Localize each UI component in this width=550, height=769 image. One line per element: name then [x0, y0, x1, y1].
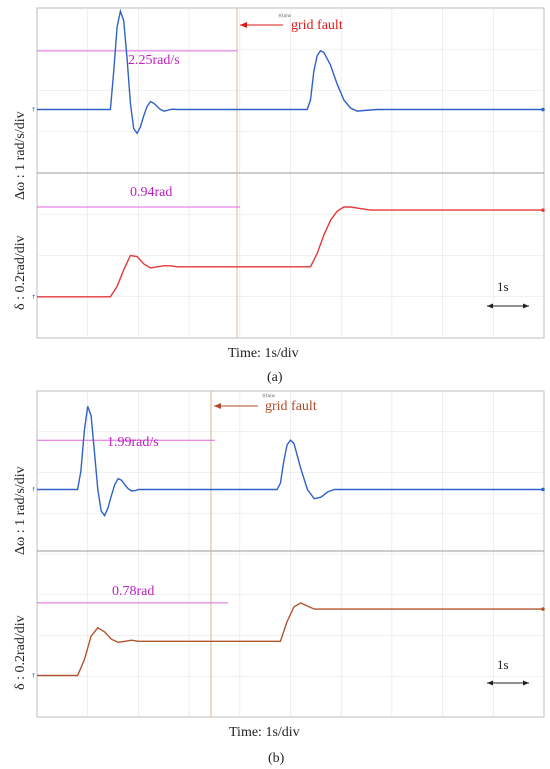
panel-b-delta-ylabel: δ : 0.2rad/div [13, 615, 28, 690]
panel-b-grid [37, 391, 544, 717]
zero-marker: ↑ [31, 294, 36, 301]
panel-b-markers: ↑↑ [31, 486, 545, 680]
panel-a-markers: ↑↑ [31, 107, 545, 301]
panel-a-caption: (a) [267, 370, 283, 385]
panel-a-fault-label: grid fault [291, 18, 343, 33]
panel-b-omega-ylabel: Δω : 1 rad/s/div [13, 466, 28, 555]
end-marker [541, 607, 545, 611]
panel-b-time-label: Time: 1s/div [229, 725, 300, 740]
panel-a-omega-annotation: 2.25rad/s [128, 53, 180, 68]
panel-a-delta-trace [37, 206, 544, 298]
panel-a-scale-label: 1s [497, 279, 509, 294]
panel-a-fault-small-label: Ⓐ(a)⊘ [278, 12, 291, 18]
zero-marker: ↑ [31, 673, 36, 680]
panel-a-omega-trace [37, 8, 544, 135]
panel-b-omega-annotation: 1.99rad/s [107, 435, 159, 450]
panel-a-scale-arrow-left [487, 303, 493, 309]
zero-marker: ↑ [31, 486, 36, 493]
panel-b-fault-label: grid fault [265, 399, 317, 414]
panel-a: grid fault Ⓐ(a)⊘ 2.25rad/s 0.94rad ↑↑ Δω… [13, 7, 545, 385]
end-marker [541, 107, 545, 112]
panel-a-time-label: Time: 1s/div [228, 346, 299, 361]
panel-b-delta-trace [37, 602, 544, 677]
panel-b-scale-label: 1s [497, 657, 509, 672]
end-marker [541, 487, 545, 492]
panel-a-scale-arrow-right [523, 303, 529, 309]
panel-a-omega-ylabel: Δω : 1 rad/s/div [13, 111, 28, 200]
panel-a-fault-arrowhead [240, 22, 247, 28]
panel-b-delta-annotation: 0.78rad [112, 584, 154, 599]
panel-b-fault-arrowhead [214, 403, 221, 409]
panel-b-scale-arrow-left [487, 680, 493, 686]
panel-a-delta-annotation: 0.94rad [130, 185, 172, 200]
end-marker [541, 208, 545, 212]
panel-b: grid fault Ⓐ(a)⊘ 1.99rad/s 0.78rad ↑↑ Δω… [13, 390, 545, 766]
zero-marker: ↑ [31, 107, 36, 114]
panel-b-scale-arrow-right [523, 680, 529, 686]
panel-b-fault-small-label: Ⓐ(a)⊘ [262, 392, 275, 398]
panel-a-delta-ylabel: δ : 0.2rad/div [13, 235, 28, 310]
panel-b-omega-trace [37, 406, 544, 517]
panel-b-caption: (b) [268, 751, 285, 766]
